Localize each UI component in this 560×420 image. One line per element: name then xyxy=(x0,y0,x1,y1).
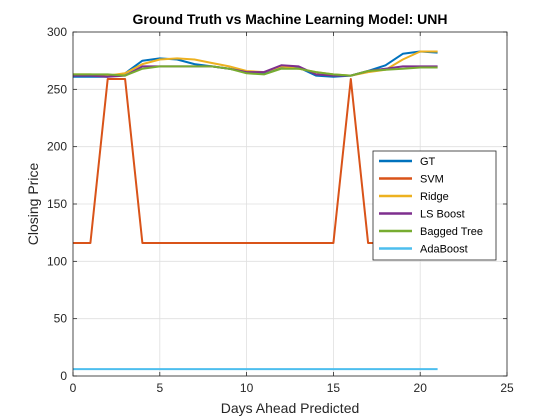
y-tick-label: 0 xyxy=(60,369,67,383)
legend-box xyxy=(372,150,497,261)
legend-label: Ridge xyxy=(420,191,449,203)
x-tick-label: 25 xyxy=(500,381,514,395)
y-tick-label: 300 xyxy=(47,25,67,39)
x-tick-label: 10 xyxy=(240,381,254,395)
x-tick-label: 15 xyxy=(327,381,341,395)
y-tick-label: 50 xyxy=(54,312,68,326)
y-tick-label: 250 xyxy=(47,82,67,96)
legend-label: SVM xyxy=(420,174,444,186)
legend-label: LS Boost xyxy=(420,209,465,221)
y-tick-label: 150 xyxy=(47,197,67,211)
legend: GT SVM Ridge LS Boost Bagged Tree AdaBoost xyxy=(372,150,497,261)
y-axis-title: Closing Price xyxy=(25,163,41,246)
legend-label: GT xyxy=(420,156,436,168)
series-line-bagged-tree xyxy=(73,65,438,77)
x-tick-label: 5 xyxy=(156,381,163,395)
chart-title: Ground Truth vs Machine Learning Model: … xyxy=(132,11,447,27)
x-axis-title: Days Ahead Predicted xyxy=(221,400,360,416)
x-tick-label: 0 xyxy=(70,381,77,395)
legend-label: AdaBoost xyxy=(420,244,468,256)
legend-label: Bagged Tree xyxy=(420,226,483,238)
y-tick-label: 200 xyxy=(47,140,67,154)
x-tick-label: 20 xyxy=(414,381,428,395)
series-lines xyxy=(73,50,438,371)
y-tick-label: 100 xyxy=(47,254,67,268)
